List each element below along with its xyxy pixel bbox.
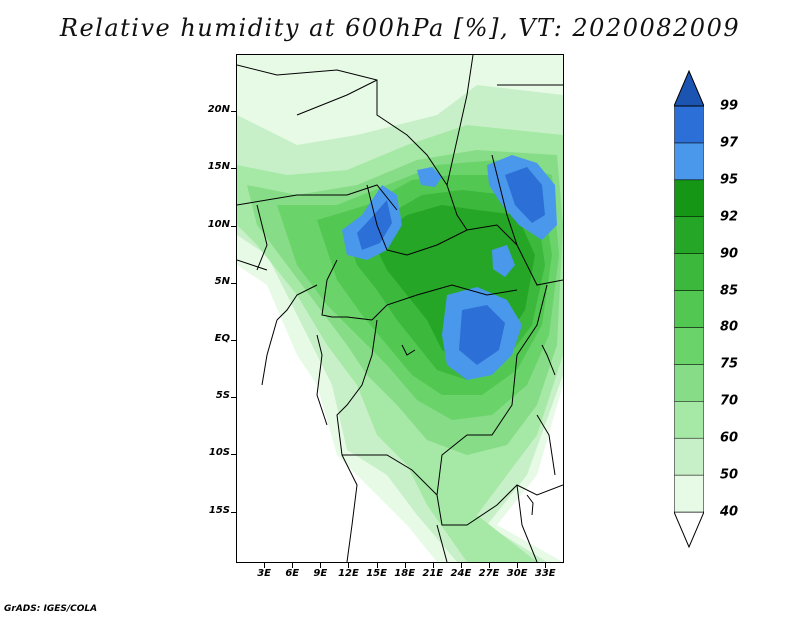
longitude-tick <box>460 563 462 568</box>
longitude-tick <box>264 563 266 568</box>
latitude-label: 5N <box>214 275 230 287</box>
latitude-label: 15N <box>207 161 230 173</box>
humidity-core-central-inner <box>459 305 505 365</box>
colorbar-bin <box>674 290 704 328</box>
humidity-map <box>237 55 563 562</box>
humidity-core-east <box>492 245 515 277</box>
colorbar-bin <box>674 474 704 513</box>
colorbar-level-label: 95 <box>720 172 739 188</box>
longitude-tick <box>545 563 547 568</box>
longitude-tick <box>404 563 406 568</box>
latitude-tick <box>231 454 236 456</box>
latitude-label: 10N <box>207 218 230 230</box>
colorbar-level-label: 92 <box>720 209 739 225</box>
latitude-label: EQ <box>214 332 230 344</box>
longitude-label: 6E <box>285 568 300 579</box>
colorbar-level-label: 40 <box>720 504 739 520</box>
colorbar-bin <box>674 327 704 365</box>
longitude-tick <box>517 563 519 568</box>
colorbar-level-label: 60 <box>720 430 739 446</box>
latitude-tick <box>231 111 236 113</box>
longitude-tick <box>292 563 294 568</box>
longitude-label: 3E <box>257 568 272 579</box>
longitude-label: 9E <box>313 568 328 579</box>
latitude-tick <box>231 397 236 399</box>
colorbar-bin <box>674 401 704 439</box>
colorbar-level-label: 99 <box>720 98 739 114</box>
longitude-label: 18E <box>394 568 416 579</box>
colorbar-bin <box>674 142 704 181</box>
longitude-tick <box>348 563 350 568</box>
latitude-label: 15S <box>208 504 230 516</box>
colorbar-level-label: 50 <box>720 467 739 483</box>
colorbar-bin <box>674 511 704 548</box>
longitude-tick <box>432 563 434 568</box>
latitude-label: 5S <box>215 390 230 402</box>
colorbar-bin <box>674 179 704 217</box>
longitude-label: 30E <box>506 568 528 579</box>
humidity-core-small <box>417 167 442 187</box>
colorbar-bin <box>674 364 704 402</box>
longitude-label: 12E <box>338 568 359 579</box>
latitude-tick <box>231 282 236 284</box>
colorbar-bin <box>674 216 704 254</box>
colorbar <box>674 70 704 548</box>
longitude-tick <box>489 563 491 568</box>
colorbar-level-label: 70 <box>720 393 739 409</box>
humidity-core-northeast-inner <box>505 167 545 223</box>
colorbar-bin <box>674 105 704 144</box>
colorbar-level-label: 80 <box>720 319 739 335</box>
latitude-tick <box>231 339 236 341</box>
colorbar-bin <box>674 70 704 107</box>
humidity-core-west-inner <box>357 200 392 250</box>
latitude-tick <box>231 511 236 513</box>
longitude-tick <box>376 563 378 568</box>
longitude-label: 27E <box>478 568 500 579</box>
latitude-label: 20N <box>207 104 230 116</box>
colorbar-level-label: 75 <box>720 356 739 372</box>
latitude-label: 10S <box>208 447 230 459</box>
map-panel <box>236 54 564 563</box>
longitude-label: 24E <box>450 568 472 579</box>
colorbar-bin <box>674 437 704 476</box>
colorbar-bin <box>674 253 704 291</box>
longitude-label: 21E <box>422 568 444 579</box>
colorbar-level-label: 90 <box>720 246 739 262</box>
latitude-tick <box>231 168 236 170</box>
country-borders <box>237 55 563 562</box>
longitude-label: 33E <box>534 568 556 579</box>
chart-title: Relative humidity at 600hPa [%], VT: 202… <box>59 14 741 42</box>
colorbar-level-label: 97 <box>720 135 739 151</box>
longitude-label: 15E <box>366 568 387 579</box>
credit-label: GrADS: IGES/COLA <box>4 604 98 614</box>
latitude-tick <box>231 225 236 227</box>
colorbar-level-label: 85 <box>720 283 739 299</box>
longitude-tick <box>320 563 322 568</box>
